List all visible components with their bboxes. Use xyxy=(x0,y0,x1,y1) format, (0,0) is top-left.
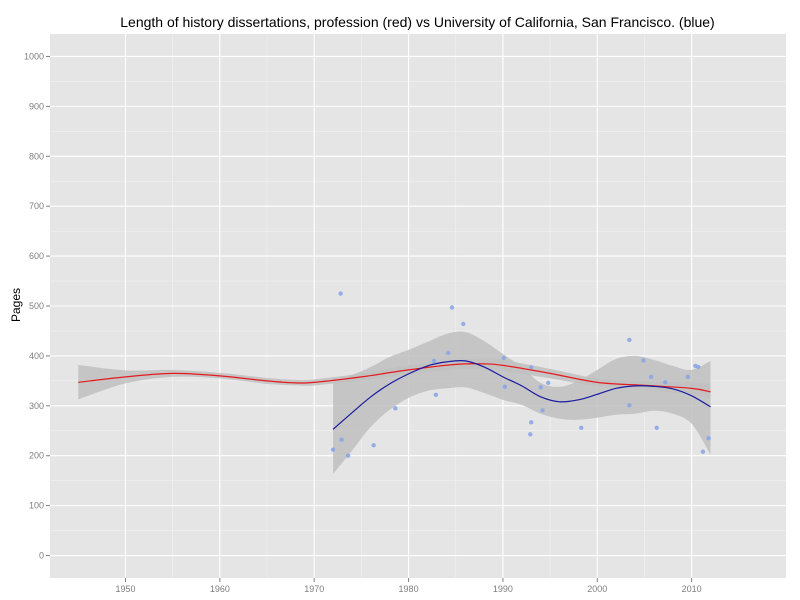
ucsf-smooth-line xyxy=(332,359,711,430)
x-tick-label: 2000 xyxy=(587,584,607,594)
data-point xyxy=(528,432,533,437)
data-point xyxy=(648,374,654,380)
x-tick-label: 1960 xyxy=(210,584,230,594)
data-points xyxy=(330,291,711,458)
data-point xyxy=(433,392,439,398)
data-point xyxy=(538,385,543,390)
y-tick-label: 0 xyxy=(39,551,44,561)
data-point xyxy=(502,384,508,390)
chart-title: Length of history dissertations, profess… xyxy=(120,14,715,30)
data-point xyxy=(449,305,455,310)
x-tick-label: 1990 xyxy=(493,584,513,594)
x-tick-label: 1980 xyxy=(399,584,419,594)
data-point xyxy=(431,358,437,364)
data-point xyxy=(627,337,632,343)
data-point xyxy=(461,321,466,327)
data-point xyxy=(641,358,646,363)
y-tick-label: 300 xyxy=(29,401,44,411)
data-point xyxy=(393,406,398,411)
data-point xyxy=(445,350,451,356)
data-point xyxy=(529,365,534,370)
data-point xyxy=(663,380,668,385)
data-point xyxy=(501,355,507,361)
major-gridlines xyxy=(50,34,786,578)
y-tick-label: 400 xyxy=(29,351,44,361)
y-tick-label: 800 xyxy=(29,151,44,161)
y-tick-label: 200 xyxy=(29,451,44,461)
y-tick-label: 900 xyxy=(29,101,44,111)
data-point xyxy=(338,291,343,296)
data-point xyxy=(696,364,701,370)
data-point xyxy=(706,436,711,441)
x-tick-label: 2010 xyxy=(682,584,702,594)
data-point xyxy=(345,453,351,458)
y-tick-label: 500 xyxy=(29,301,44,311)
data-point xyxy=(339,437,344,442)
data-point xyxy=(685,374,691,380)
data-point xyxy=(546,380,551,386)
data-point xyxy=(700,449,706,454)
y-tick-label: 100 xyxy=(29,501,44,511)
y-tick-label: 700 xyxy=(29,201,44,211)
data-point xyxy=(371,443,376,448)
smooth-lines xyxy=(78,359,711,430)
x-tick-label: 1950 xyxy=(115,584,135,594)
axis-ticks: 1950 1960 1970 1980 1990 2000 2010 0 100 200 300 40… xyxy=(24,51,702,594)
data-point xyxy=(529,420,534,425)
data-point xyxy=(579,425,584,430)
y-tick-label: 1000 xyxy=(24,51,44,61)
data-point xyxy=(330,447,336,452)
data-point xyxy=(540,408,545,413)
data-point xyxy=(654,425,659,430)
profession-smooth-line xyxy=(78,363,711,393)
y-tick-label: 600 xyxy=(29,251,44,261)
x-tick-label: 1970 xyxy=(304,584,324,594)
data-point xyxy=(627,403,632,408)
